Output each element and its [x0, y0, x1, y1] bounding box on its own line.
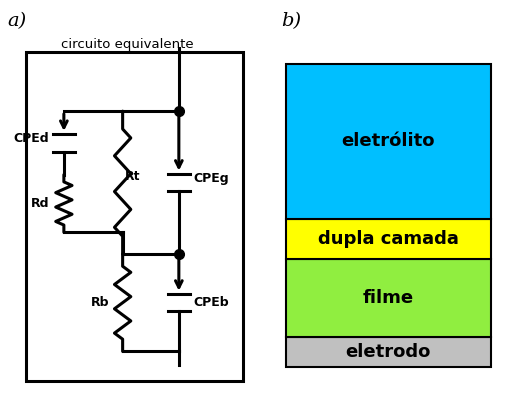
- Text: a): a): [8, 12, 27, 30]
- Bar: [286, 64, 491, 219]
- Text: eletrólito: eletrólito: [342, 132, 435, 150]
- Text: Rd: Rd: [31, 197, 50, 210]
- Bar: [286, 259, 491, 337]
- Text: CPEd: CPEd: [14, 133, 50, 145]
- Bar: [26, 52, 243, 381]
- Text: Rb: Rb: [91, 296, 109, 309]
- Text: circuito equivalente: circuito equivalente: [61, 38, 194, 51]
- Text: Rt: Rt: [125, 170, 140, 183]
- Bar: [286, 337, 491, 367]
- Text: CPEg: CPEg: [194, 172, 229, 185]
- Text: b): b): [281, 12, 301, 30]
- Text: CPEb: CPEb: [194, 296, 229, 309]
- Text: dupla camada: dupla camada: [318, 230, 459, 248]
- Text: filme: filme: [363, 289, 414, 307]
- Bar: [286, 219, 491, 259]
- Text: eletrodo: eletrodo: [345, 343, 431, 361]
